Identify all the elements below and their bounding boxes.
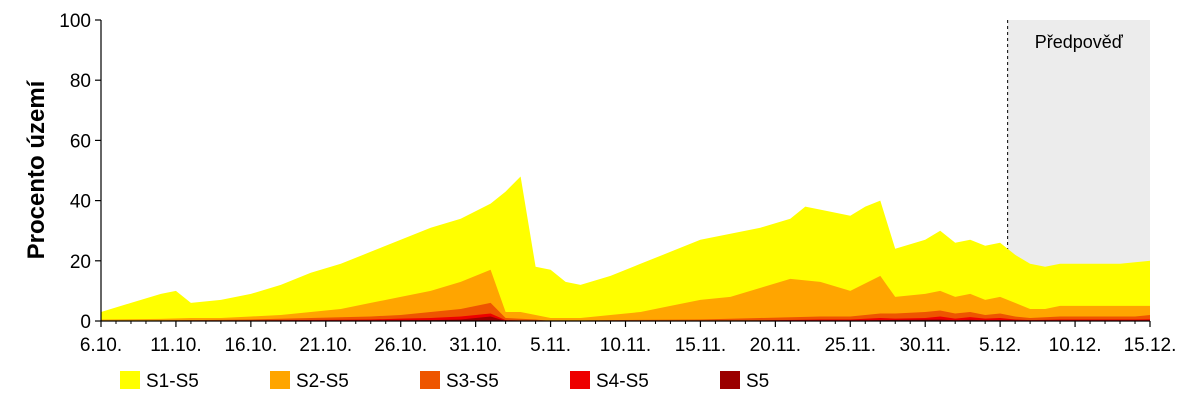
area-series-2 bbox=[101, 269, 1150, 321]
area-series-1 bbox=[101, 176, 1150, 321]
x-tick-label: 10.12. bbox=[1049, 335, 1102, 356]
x-tick-label: 11.10. bbox=[150, 335, 201, 356]
y-tick-label: 80 bbox=[70, 71, 91, 92]
area-series-4 bbox=[101, 313, 1150, 321]
forecast-label: Předpověď bbox=[1035, 32, 1124, 52]
y-tick-label: 0 bbox=[80, 312, 91, 333]
x-tick-label: 26.10. bbox=[374, 335, 427, 356]
legend-swatch bbox=[270, 371, 290, 389]
y-tick-label: 100 bbox=[59, 11, 91, 32]
legend-swatch bbox=[720, 371, 740, 389]
x-tick-label: 5.12. bbox=[979, 335, 1021, 356]
legend-swatch bbox=[120, 371, 140, 389]
y-tick-label: 40 bbox=[70, 192, 91, 213]
x-tick-label: 30.11. bbox=[900, 335, 951, 356]
y-tick-label: 20 bbox=[70, 252, 91, 273]
x-tick-label: 16.10. bbox=[224, 335, 277, 356]
legend-label: S2-S5 bbox=[296, 371, 349, 392]
axis-ticks: 0 20 40 60 80 100 6.10. 11.10. 16.10. 21.10. 26.10… bbox=[59, 11, 1176, 356]
legend: S1-S5 S2-S5 S3-S5 S4-S5 S5 bbox=[120, 371, 769, 392]
x-tick-label: 6.10. bbox=[80, 335, 122, 356]
y-tick-label: 60 bbox=[70, 131, 91, 152]
x-tick-label: 25.11. bbox=[825, 335, 876, 356]
legend-label: S1-S5 bbox=[146, 371, 199, 392]
legend-swatch bbox=[570, 371, 590, 389]
legend-label: S5 bbox=[746, 371, 769, 392]
x-tick-label: 10.11. bbox=[600, 335, 651, 356]
legend-label: S3-S5 bbox=[446, 371, 499, 392]
legend-label: S4-S5 bbox=[596, 371, 649, 392]
x-tick-label: 5.11. bbox=[530, 335, 571, 356]
y-axis-title: Procento území bbox=[23, 79, 50, 259]
x-tick-label: 31.10. bbox=[449, 335, 502, 356]
area-series-3 bbox=[101, 302, 1150, 321]
x-tick-label: 20.11. bbox=[750, 335, 801, 356]
series-areas bbox=[101, 176, 1150, 321]
x-tick-label: 21.10. bbox=[299, 335, 352, 356]
x-tick-label: 15.11. bbox=[675, 335, 726, 356]
legend-swatch bbox=[420, 371, 440, 389]
x-tick-label: 15.12. bbox=[1124, 335, 1177, 356]
